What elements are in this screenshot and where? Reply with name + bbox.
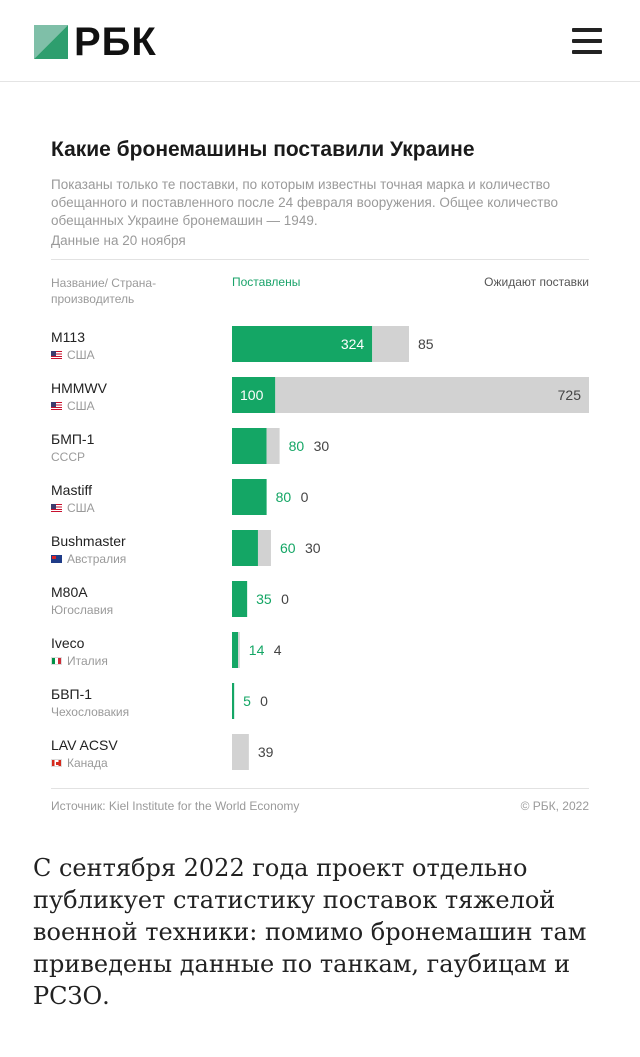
column-header-name: Название/ Страна-производитель: [51, 276, 157, 306]
row-country: Чехословакия: [51, 705, 129, 719]
value-label-pending: 4: [274, 642, 282, 658]
value-label-delivered: 100: [240, 387, 264, 403]
menu-button[interactable]: [572, 28, 602, 54]
flag-icon: [51, 759, 62, 767]
flag-icon: [51, 402, 62, 410]
row-name: LAV ACSV: [51, 737, 118, 753]
flag-icon: [51, 555, 62, 563]
row-country-label: СССР: [51, 450, 86, 464]
chart-date-note: Данные на 20 ноября: [51, 233, 186, 248]
bar-pending: [266, 428, 280, 464]
value-label-pending: 85: [418, 336, 434, 352]
bar-delivered: [232, 479, 267, 515]
divider: [51, 788, 589, 789]
bar-pending: [257, 530, 271, 566]
row-country: США: [51, 399, 95, 413]
chart-card: Какие бронемашины поставили Украине Пока…: [0, 82, 640, 842]
row-name: БВП-1: [51, 686, 93, 702]
row-country: Австралия: [51, 552, 126, 566]
bar-pending: [232, 734, 249, 770]
row-country: Италия: [51, 654, 108, 668]
hamburger-icon-line: [572, 28, 602, 32]
flag-icon: [51, 657, 62, 665]
row-country-label: Австралия: [67, 552, 127, 566]
value-label-delivered: 60: [280, 540, 296, 556]
article-paragraph: С сентября 2022 года проект отдельно пуб…: [33, 854, 587, 1010]
bar-pending: [372, 326, 409, 362]
bar-delivered: [232, 428, 267, 464]
flag-icon: [51, 351, 62, 359]
row-country-label: Югославия: [51, 603, 114, 617]
chart-copyright: © РБК, 2022: [520, 799, 589, 813]
bar-delivered: [232, 581, 248, 617]
value-label-delivered: 35: [256, 591, 272, 607]
row-country: Югославия: [51, 603, 113, 617]
row-country: СССР: [51, 450, 85, 464]
bar-delivered: [232, 683, 235, 719]
bar-delivered: [232, 632, 239, 668]
value-label-pending: 0: [260, 693, 268, 709]
bar-delivered: [232, 377, 276, 413]
site-header: РБК: [0, 0, 640, 82]
divider: [51, 259, 589, 260]
row-name: M113: [51, 329, 85, 345]
rbc-logo[interactable]: РБК: [34, 20, 157, 64]
value-label-delivered: 14: [249, 642, 265, 658]
logo-text: РБК: [74, 20, 157, 64]
chart-source: Источник: Kiel Institute for the World E…: [51, 799, 300, 813]
value-label-pending: 39: [258, 744, 274, 760]
value-label-pending: 0: [281, 591, 289, 607]
row-country-label: США: [67, 501, 95, 515]
row-name: HMMWV: [51, 380, 107, 396]
row-country-label: Канада: [67, 756, 108, 770]
rbc-logo-icon: [34, 25, 68, 59]
value-label-delivered: 324: [341, 336, 365, 352]
value-label-delivered: 80: [276, 489, 292, 505]
row-name: Bushmaster: [51, 533, 126, 549]
bar-pending: [238, 632, 240, 668]
bar-pending: [275, 377, 589, 413]
value-label-delivered: 80: [289, 438, 305, 454]
chart-title: Какие бронемашины поставили Украине: [51, 138, 475, 161]
row-name: M80A: [51, 584, 88, 600]
chart-subtitle: Показаны только те поставки, по которым …: [51, 177, 558, 228]
column-header-delivered: Поставлены: [232, 275, 301, 289]
row-country-label: США: [67, 399, 95, 413]
bar-delivered: [232, 530, 258, 566]
row-name: Iveco: [51, 635, 85, 651]
row-country: Канада: [51, 756, 108, 770]
value-label-pending: 30: [305, 540, 321, 556]
hamburger-icon-line: [572, 39, 602, 43]
bar-delivered: [232, 326, 373, 362]
value-label-delivered: 5: [243, 693, 251, 709]
row-name: БМП-1: [51, 431, 95, 447]
row-name: Mastiff: [51, 482, 92, 498]
column-header-pending: Ожидают поставки: [484, 275, 589, 289]
value-label-pending: 30: [314, 438, 330, 454]
row-country-label: США: [67, 348, 95, 362]
hamburger-icon-line: [572, 50, 602, 54]
value-label-pending: 725: [558, 387, 582, 403]
row-country-label: Чехословакия: [51, 705, 130, 719]
value-label-pending: 0: [301, 489, 309, 505]
row-country: США: [51, 501, 95, 515]
row-country: США: [51, 348, 95, 362]
flag-icon: [51, 504, 62, 512]
row-country-label: Италия: [67, 654, 108, 668]
